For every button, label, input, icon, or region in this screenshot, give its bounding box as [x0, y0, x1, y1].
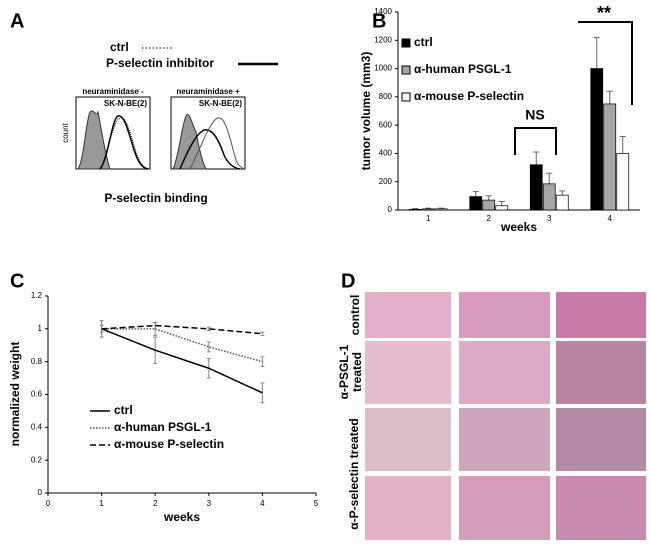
histogram-curve [99, 117, 149, 170]
x-axis-label: weeks [500, 220, 537, 234]
y-tick-label: 200 [379, 177, 393, 186]
y-tick-label: 800 [379, 92, 393, 101]
cell-line: SK-N-BE(2) [104, 99, 147, 108]
x-tick-label: 5 [314, 499, 319, 508]
bar [529, 164, 543, 211]
bar [421, 208, 435, 211]
row-label: treated [350, 352, 364, 392]
bar [542, 183, 556, 211]
x-tick-label: 4 [260, 499, 265, 508]
y-tick-label: 600 [379, 120, 393, 129]
panel-label: C [10, 270, 24, 292]
y-tick-label: 400 [379, 149, 393, 158]
x-tick-label: 2 [153, 499, 158, 508]
histology-image [556, 476, 646, 540]
histology-image [365, 476, 451, 540]
y-tick-label: 0.6 [31, 390, 43, 399]
histology-grid [365, 292, 646, 540]
annotation: ** [597, 3, 611, 23]
panel-label: B [372, 10, 386, 32]
histogram-curve [77, 110, 111, 170]
line [101, 324, 263, 335]
histology-image [459, 341, 550, 404]
legend-label: α-human PSGL-1 [414, 62, 512, 76]
legend-label: ctrl [114, 403, 133, 417]
y-tick-label: 0.2 [31, 455, 43, 464]
annotation: NS [525, 107, 544, 123]
plot-frame [170, 96, 246, 170]
x-tick-label: 1 [99, 499, 104, 508]
legend-swatch [401, 38, 411, 48]
bar [495, 205, 509, 211]
y-tick-label: 0 [38, 488, 43, 497]
x-tick-label: 1 [426, 214, 431, 223]
bar [469, 196, 483, 211]
row-label: α-PSGL-1 [337, 344, 351, 399]
y-axis-label: tumor volume (mm3) [359, 52, 373, 171]
legend-swatch [401, 92, 411, 102]
histology-image [365, 292, 451, 338]
histology-image [459, 408, 550, 471]
legend-swatch [401, 65, 411, 75]
line [101, 328, 263, 394]
line [101, 328, 263, 363]
histology-image [556, 341, 646, 404]
x-tick-label: 2 [487, 214, 492, 223]
legend-label: P-selectin inhibitor [106, 56, 214, 70]
bracket [514, 127, 557, 155]
histology-image [556, 408, 646, 471]
cell-line: SK-N-BE(2) [199, 99, 242, 108]
y-tick-label: 0.8 [31, 357, 43, 366]
bracket [578, 21, 633, 105]
legend-label: α-human PSGL-1 [114, 420, 212, 434]
bar [555, 194, 569, 211]
panel-label: D [341, 270, 355, 292]
y-tick-label: 1000 [374, 64, 392, 73]
legend-label: ctrl [414, 35, 433, 49]
row-label: control [348, 295, 362, 336]
panel-label: A [10, 10, 24, 32]
x-tick-label: 3 [207, 499, 212, 508]
y-tick-label: 1200 [374, 35, 392, 44]
bar [590, 68, 604, 211]
bar [603, 103, 617, 211]
plot-frame [75, 96, 151, 170]
plot-title: neuraminidase - [82, 87, 144, 96]
histology-image [459, 292, 550, 338]
y-axis-label: count [61, 122, 70, 142]
legend-label: α-mouse P-selectin [414, 89, 524, 103]
histogram-curve [172, 114, 207, 170]
bar [434, 208, 448, 211]
y-axis-label: normalized weight [8, 342, 22, 447]
plot-title: neuraminidase + [176, 87, 240, 96]
histology-image [365, 341, 451, 404]
y-tick-label: 0.4 [31, 422, 43, 431]
y-tick-label: 0 [388, 205, 393, 214]
histology-image [459, 476, 550, 540]
bar [482, 199, 496, 211]
legend-label: α-mouse P-selectin [114, 437, 224, 451]
histology-image [365, 408, 451, 471]
legend-label: ctrl [110, 40, 129, 54]
bar [408, 208, 422, 211]
x-tick-label: 3 [547, 214, 552, 223]
x-tick-label: 4 [608, 214, 613, 223]
x-axis-label: weeks [163, 510, 200, 524]
x-tick-label: 0 [46, 499, 51, 508]
histogram-curve [189, 117, 245, 170]
y-tick-label: 1400 [374, 7, 392, 16]
y-tick-label: 1.2 [31, 291, 43, 300]
bar [616, 153, 630, 211]
row-label: α-P-selectin treated [347, 418, 361, 529]
y-tick-label: 1 [38, 324, 43, 333]
x-axis-label: P-selectin binding [104, 191, 207, 205]
histology-image [556, 292, 646, 338]
histogram-curve [179, 129, 241, 170]
